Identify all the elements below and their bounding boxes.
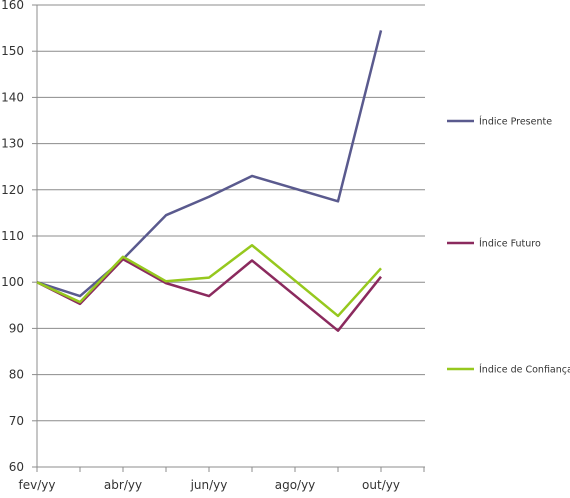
y-tick-label: 150 [1, 44, 24, 58]
series-lines [36, 30, 383, 332]
legend-label: Índice Futuro [479, 238, 541, 250]
y-tick-label: 140 [1, 90, 24, 104]
series-line-2 [36, 257, 382, 332]
y-tick-label: 90 [9, 321, 24, 335]
x-tick-label: fev/yy [19, 478, 56, 492]
legend-entry: Índice de Confiança [447, 364, 570, 376]
x-tick-label: out/yy [362, 478, 400, 492]
y-tick-label: 130 [1, 137, 24, 151]
y-tick-label: 110 [1, 229, 24, 243]
x-tick-label: ago/yy [275, 478, 316, 492]
y-tick-label: 60 [9, 460, 24, 474]
y-tick-label: 80 [9, 368, 24, 382]
series-line-1 [36, 30, 383, 298]
x-tick-label: jun/yy [190, 478, 228, 492]
legend-entry: Índice Futuro [447, 238, 541, 250]
axes: 60 70 80 90 100 110 120 130 140 150 160 fev/yy abr/y… [1, 0, 425, 492]
legend: Índice Presente Índice Futuro Índice de Co… [447, 116, 570, 376]
legend-entry: Índice Presente [447, 116, 552, 128]
x-tick-label: abr/yy [104, 478, 142, 492]
y-tick-label: 160 [1, 0, 24, 12]
y-tick-label: 120 [1, 183, 24, 197]
gridlines [37, 4, 425, 422]
legend-label: Índice Presente [479, 116, 552, 128]
legend-label: Índice de Confiança [479, 364, 570, 376]
y-tick-label: 70 [9, 414, 24, 428]
y-tick-label: 100 [1, 275, 24, 289]
series-line-3 [36, 243, 382, 318]
